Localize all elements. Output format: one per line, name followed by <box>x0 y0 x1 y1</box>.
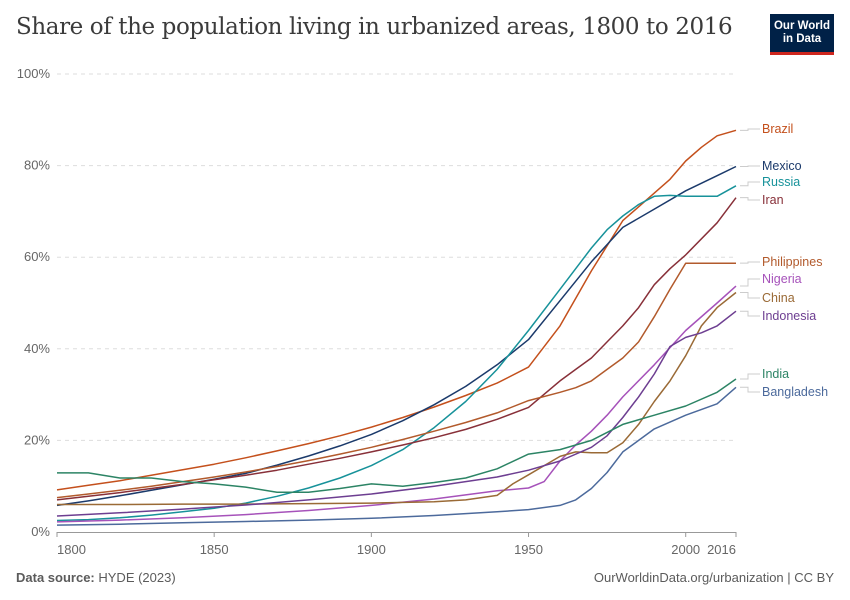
line-chart: 0% 20% 40% 60% 80% 100% 1800 1850 1900 1950 2000 2… <box>17 66 828 557</box>
series-line-india <box>57 378 737 493</box>
label-connector-brazil <box>740 128 760 131</box>
label-connector-philippines <box>740 261 760 264</box>
logo-accent-bar <box>770 52 834 55</box>
x-tick-label: 1900 <box>357 542 386 557</box>
series-line-china <box>57 291 737 506</box>
x-tick-label: 2000 <box>671 542 700 557</box>
series-lines <box>56 129 737 526</box>
label-connector-china <box>740 291 760 299</box>
label-connector-india <box>740 373 760 380</box>
logo-line-2: in Data <box>782 33 822 45</box>
data-source: Data source: HYDE (2023) <box>16 570 176 585</box>
data-source-label: Data source: <box>16 570 95 585</box>
series-label-mexico: Mexico <box>762 159 802 173</box>
series-line-nigeria <box>56 285 737 523</box>
x-tick-label: 1800 <box>57 542 86 557</box>
series-label-nigeria: Nigeria <box>762 272 802 286</box>
x-tick-label: 1850 <box>200 542 229 557</box>
series-label-china: China <box>762 291 795 305</box>
series-label-russia: Russia <box>762 175 800 189</box>
series-label-brazil: Brazil <box>762 122 793 136</box>
label-connector-russia <box>740 181 760 187</box>
x-axis: 1800 1850 1900 1950 2000 2016 <box>56 532 737 557</box>
y-tick-label: 20% <box>24 432 50 447</box>
series-line-bangladesh <box>56 386 737 526</box>
series-line-russia <box>56 185 737 522</box>
y-tick-label: 40% <box>24 341 50 356</box>
x-tick-label: 2016 <box>707 542 736 557</box>
series-line-indonesia <box>56 310 737 517</box>
y-tick-label: 60% <box>24 249 50 264</box>
y-tick-label: 0% <box>31 524 50 539</box>
logo-line-1: Our World <box>773 20 830 32</box>
label-connector-mexico <box>740 165 760 168</box>
series-line-brazil <box>56 129 737 491</box>
series-end-labels: Brazil Mexico Russia Iran Philippines Nigeria… <box>740 122 828 399</box>
series-label-india: India <box>762 367 789 381</box>
y-tick-label: 100% <box>17 66 51 81</box>
owid-logo[interactable]: Our World in Data <box>770 14 834 55</box>
series-label-bangladesh: Bangladesh <box>762 385 828 399</box>
series-label-indonesia: Indonesia <box>762 309 816 323</box>
label-connector-indonesia <box>740 310 760 317</box>
data-source-value: HYDE (2023) <box>98 570 176 585</box>
label-connector-nigeria <box>740 278 760 287</box>
x-tick-label: 1950 <box>514 542 543 557</box>
credit-link[interactable]: OurWorldinData.org/urbanization | CC BY <box>593 570 834 585</box>
series-label-philippines: Philippines <box>762 255 822 269</box>
series-line-philippines <box>56 262 736 499</box>
y-axis-ticks: 0% 20% 40% 60% 80% 100% <box>17 66 51 539</box>
label-connector-bangladesh <box>740 386 760 393</box>
y-tick-label: 80% <box>24 158 50 173</box>
series-label-iran: Iran <box>762 193 784 207</box>
series-line-mexico <box>56 165 737 507</box>
label-connector-iran <box>740 197 760 201</box>
chart-title: Share of the population living in urbani… <box>16 14 733 40</box>
